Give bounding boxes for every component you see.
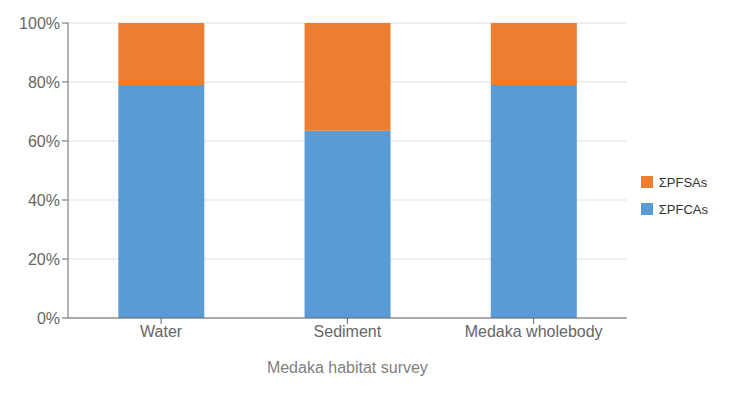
svg-text:Medaka habitat survey: Medaka habitat survey xyxy=(267,359,428,376)
html-text:ΣPFSAs: ΣPFSAs xyxy=(658,174,708,190)
svg-text:60%: 60% xyxy=(28,133,60,150)
svg-text:100%: 100% xyxy=(19,15,60,32)
svg-text:0%: 0% xyxy=(37,310,60,327)
svg-text:Sediment: Sediment xyxy=(314,323,382,340)
svg-text:80%: 80% xyxy=(28,74,60,91)
svg-text:40%: 40% xyxy=(28,192,60,209)
svg-text:20%: 20% xyxy=(28,251,60,268)
svg-text:Water: Water xyxy=(140,323,183,340)
html-text:ΣPFCAs: ΣPFCAs xyxy=(658,201,708,217)
svg-text:Medaka wholebody: Medaka wholebody xyxy=(465,323,603,340)
